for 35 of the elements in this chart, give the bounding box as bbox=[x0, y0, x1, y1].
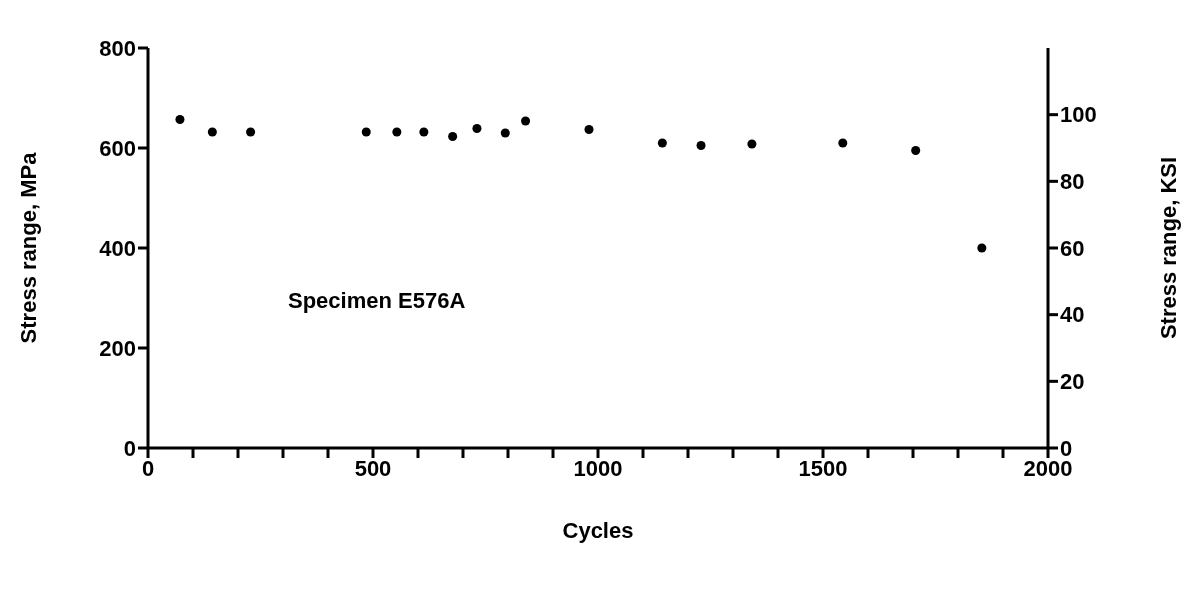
x-tick-label: 1000 bbox=[573, 455, 623, 481]
x-tick-label: 1500 bbox=[798, 455, 848, 481]
point bbox=[419, 127, 429, 137]
x-tick-label: 0 bbox=[141, 455, 155, 481]
point bbox=[246, 127, 256, 137]
y2-tick-label: 60 bbox=[1060, 235, 1085, 261]
y-tick-label: 800 bbox=[99, 35, 136, 61]
y2-tick-label: 100 bbox=[1060, 102, 1097, 128]
point bbox=[747, 139, 757, 149]
point bbox=[911, 145, 921, 156]
point bbox=[696, 140, 706, 151]
point bbox=[175, 114, 185, 125]
x-tick-label: 500 bbox=[354, 455, 392, 481]
y-tick-label: 200 bbox=[99, 335, 136, 361]
y2-tick-label: 40 bbox=[1060, 302, 1085, 328]
point bbox=[472, 123, 482, 134]
y-tick-label: 400 bbox=[99, 235, 136, 261]
point bbox=[207, 127, 217, 137]
point bbox=[448, 131, 458, 142]
point bbox=[361, 127, 371, 137]
point bbox=[657, 138, 667, 148]
point bbox=[838, 138, 848, 148]
annotation: Specimen E576A bbox=[288, 288, 466, 314]
point bbox=[584, 124, 594, 135]
y-tick-label: 0 bbox=[123, 435, 136, 461]
y-tick-label: 600 bbox=[99, 135, 136, 161]
y2-axis-title: Stress range, KSI bbox=[1155, 156, 1181, 340]
point bbox=[500, 128, 510, 138]
point bbox=[392, 127, 402, 137]
point bbox=[521, 116, 531, 126]
y2-tick-label: 20 bbox=[1060, 369, 1085, 395]
y2-tick-label: 80 bbox=[1060, 169, 1085, 195]
x-axis-title: Cycles bbox=[562, 518, 634, 543]
point bbox=[977, 243, 987, 253]
y-axis-title: Stress range, MPa bbox=[15, 151, 41, 344]
